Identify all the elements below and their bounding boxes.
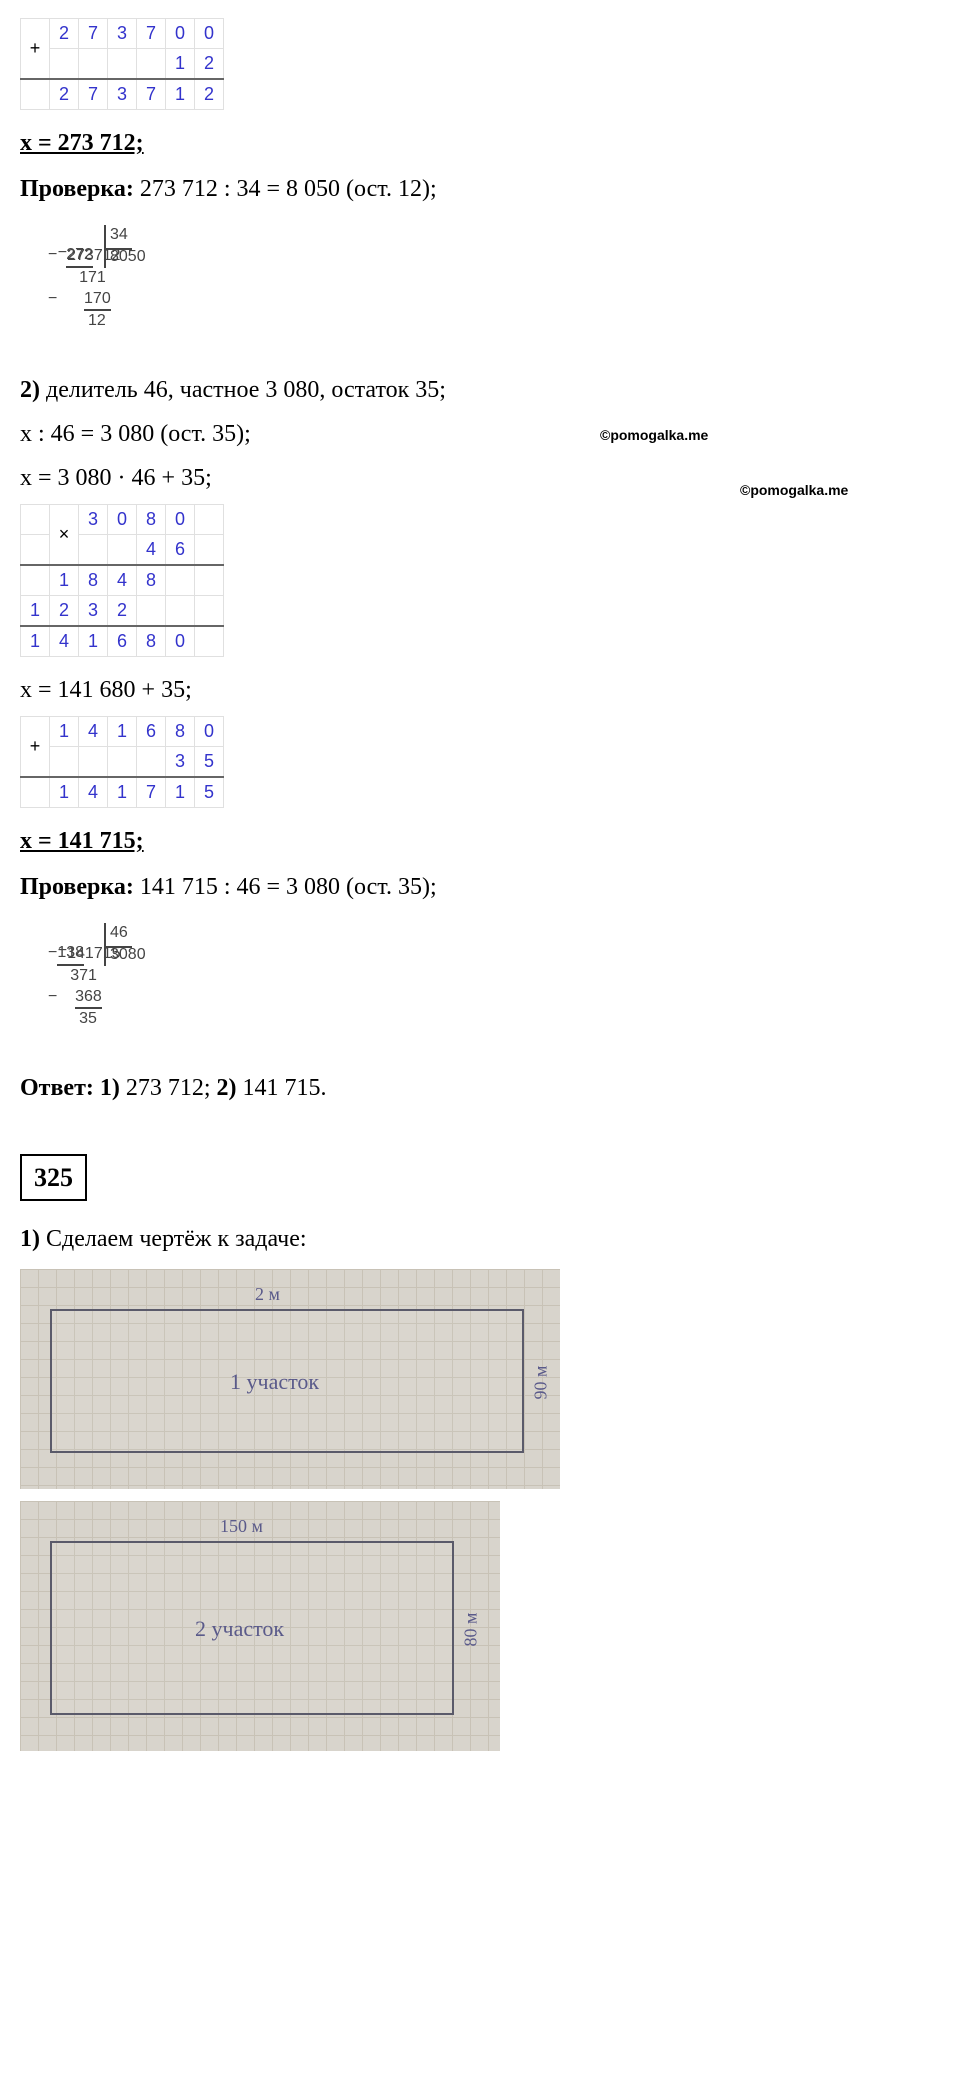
plot-2-inside-label: 2 участок [195,1612,284,1645]
divisor-1: 34 [110,226,128,243]
final-1-label: 1) [100,1075,126,1101]
op-plus-2: + [21,717,50,778]
plot-2-top-label: 150 м [220,1513,263,1540]
check-1-text: 273 712 : 34 = 8 050 (ост. 12); [140,176,437,202]
divisor-2: 46 [110,924,128,941]
plot-1-top-label: 2 м [255,1281,280,1308]
final-2-val: 141 715. [243,1075,327,1101]
eq-2a: x : 46 = 3 080 (ост. 35); [20,416,940,452]
watermark-2: ©pomogalka.me [740,480,848,501]
multiplication-table-1: × 3 0 8 0 4 6 1 8 4 8 1 2 3 2 1 4 1 6 8 … [20,504,224,657]
graph-paper-1: 2 м 1 участок 90 м [20,1269,560,1489]
check-1: Проверка: 273 712 : 34 = 8 050 (ост. 12)… [20,171,940,207]
graph-paper-2: 150 м 2 участок 80 м [20,1501,500,1751]
addition-table-2: + 1 4 1 6 8 0 3 5 1 4 1 7 1 5 [20,716,224,808]
eq-2c: x = 141 680 + 35; [20,672,940,708]
final-label: Ответ: [20,1075,100,1101]
op-plus: + [21,19,50,80]
plot-2-right-label: 80 м [457,1613,484,1647]
final-1-val: 273 712; [126,1075,217,1101]
check-1-label: Проверка: [20,176,140,202]
check-2-label: Проверка: [20,874,140,900]
op-times: × [50,505,79,566]
check-2: Проверка: 141 715 : 46 = 3 080 (ост. 35)… [20,869,940,905]
task-1-text: Сделаем чертёж к задаче: [46,1226,307,1252]
watermark-1: ©pomogalka.me [600,425,708,446]
answer-2: x = 141 715; [20,823,940,859]
part-2: 2) делитель 46, частное 3 080, остаток 3… [20,372,940,408]
quotient-1: 8050 [110,248,146,265]
task-1-label: 1) [20,1226,46,1252]
task-1: 1) Сделаем чертёж к задаче: [20,1221,940,1257]
answer-1: x = 273 712; [20,125,940,161]
task-number: 325 [20,1154,87,1201]
quotient-2: 3080 [110,946,146,963]
plot-1-right-label: 90 м [527,1366,554,1400]
check-2-text: 141 715 : 46 = 3 080 (ост. 35); [140,874,437,900]
addition-table-1: + 2 7 3 7 0 0 1 2 2 7 3 7 1 2 [20,18,224,110]
plot-1-inside-label: 1 участок [230,1365,319,1398]
final-answer: Ответ: 1) 273 712; 2) 141 715. [20,1070,940,1106]
final-2-label: 2) [217,1075,243,1101]
part-2-text: делитель 46, частное 3 080, остаток 35; [46,377,446,403]
part-2-label: 2) [20,377,46,403]
